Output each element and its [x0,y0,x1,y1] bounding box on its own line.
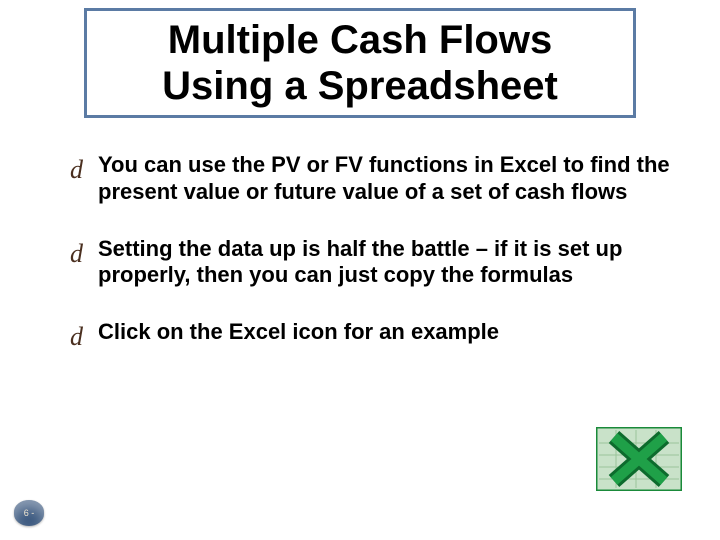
title-box: Multiple Cash Flows Using a Spreadsheet [84,8,636,118]
title-line-2: Using a Spreadsheet [162,64,558,108]
bullet-marker-icon: d [70,154,83,186]
bullet-list: d You can use the PV or FV functions in … [70,152,670,376]
list-item: d You can use the PV or FV functions in … [70,152,670,206]
title-line-1: Multiple Cash Flows [168,18,552,62]
slide-title: Multiple Cash Flows Using a Spreadsheet [162,17,558,109]
excel-icon[interactable] [596,427,682,496]
page-number-badge: 6 - [14,500,44,526]
list-item: d Click on the Excel icon for an example [70,319,670,346]
bullet-text: You can use the PV or FV functions in Ex… [98,152,670,204]
bullet-marker-icon: d [70,238,83,270]
bullet-marker-icon: d [70,321,83,353]
bullet-text: Click on the Excel icon for an example [98,319,499,344]
page-number: 6 - [24,508,35,518]
list-item: d Setting the data up is half the battle… [70,236,670,290]
bullet-text: Setting the data up is half the battle –… [98,236,622,288]
